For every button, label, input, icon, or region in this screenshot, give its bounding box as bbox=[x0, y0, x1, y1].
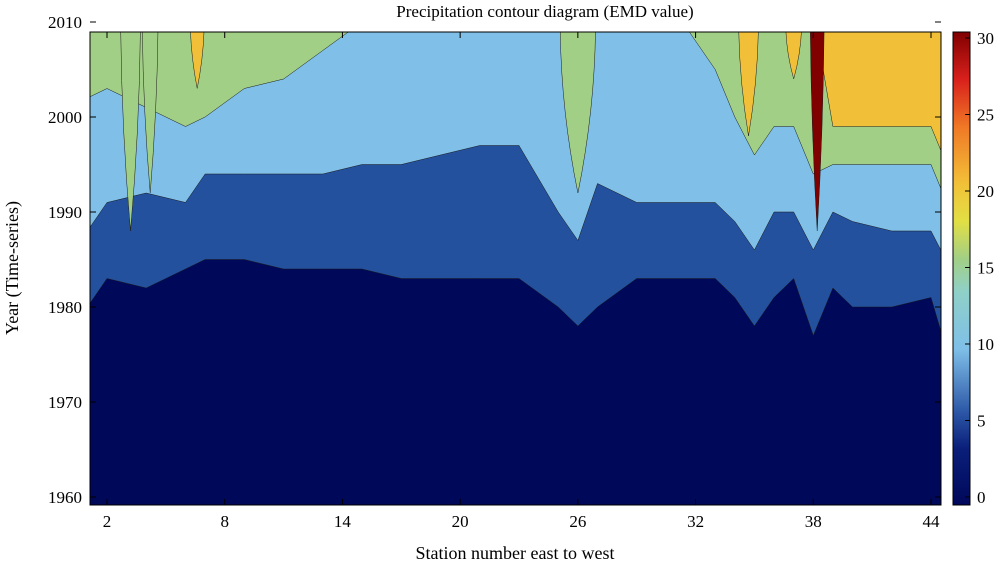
contour-spike-3 bbox=[190, 32, 205, 89]
colorbar-tick-label: 15 bbox=[977, 259, 994, 278]
x-tick-label: 32 bbox=[687, 512, 704, 531]
y-tick-label: 1990 bbox=[48, 203, 82, 222]
colorbar bbox=[952, 31, 971, 506]
colorbar-tick-label: 30 bbox=[977, 29, 994, 48]
contour-spike-6 bbox=[785, 32, 802, 80]
colorbar-tick-label: 5 bbox=[977, 412, 986, 431]
contour-spike-1 bbox=[120, 32, 141, 232]
contour-spike-2 bbox=[142, 32, 159, 194]
contour-spike-5 bbox=[738, 32, 759, 137]
chart-title: Precipitation contour diagram (EMD value… bbox=[396, 2, 693, 21]
colorbar-tick-label: 10 bbox=[977, 335, 994, 354]
contour-spike-7 bbox=[810, 32, 825, 232]
x-tick-label: 44 bbox=[923, 512, 941, 531]
x-tick-label: 20 bbox=[452, 512, 469, 531]
x-tick-label: 8 bbox=[220, 512, 229, 531]
x-tick-label: 14 bbox=[334, 512, 352, 531]
colorbar-tick-label: 25 bbox=[977, 106, 994, 125]
colorbar-tick-label: 0 bbox=[977, 488, 986, 507]
contour-spike-4 bbox=[559, 32, 596, 194]
y-axis-label: Year (Time-series) bbox=[2, 201, 23, 335]
y-tick-label: 1960 bbox=[48, 488, 82, 507]
contour-level-3 bbox=[90, 32, 941, 190]
y-tick-label: 1980 bbox=[48, 298, 82, 317]
y-tick-label: 2000 bbox=[48, 108, 82, 127]
x-tick-label: 38 bbox=[805, 512, 822, 531]
contour-level-4 bbox=[816, 32, 941, 152]
x-tick-label: 26 bbox=[569, 512, 586, 531]
plot-area bbox=[90, 32, 941, 505]
y-tick-label: 2010 bbox=[48, 13, 82, 32]
plot-frame bbox=[89, 31, 942, 506]
x-tick-label: 2 bbox=[103, 512, 112, 531]
y-tick-label: 1970 bbox=[48, 393, 82, 412]
x-axis-label: Station number east to west bbox=[416, 543, 615, 563]
colorbar-tick-label: 20 bbox=[977, 182, 994, 201]
